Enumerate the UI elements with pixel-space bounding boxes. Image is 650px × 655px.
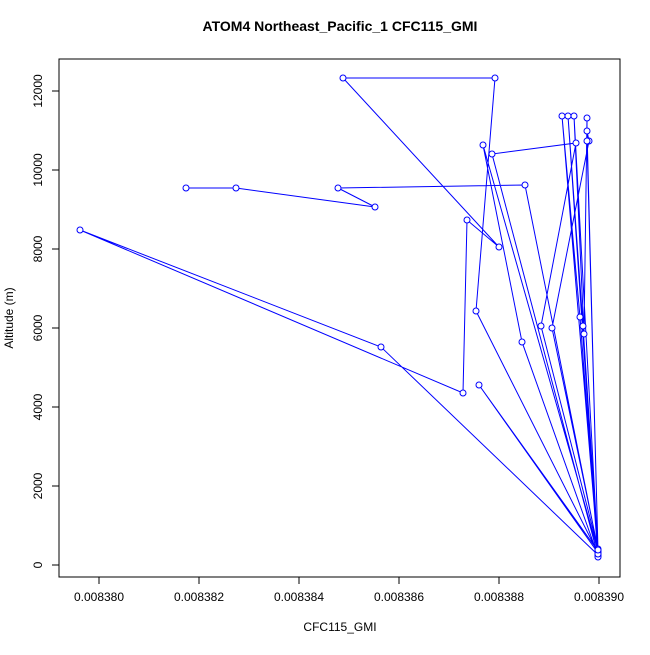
data-point [459,389,467,397]
data-point [537,322,545,330]
plot-frame [58,58,621,578]
x-tick-label: 0.008380 [74,590,124,604]
y-tick-label: 4000 [31,393,45,420]
data-point [548,324,556,332]
data-point [558,112,566,120]
y-tick-label: 12000 [31,74,45,108]
data-point [583,127,591,135]
chart-title: ATOM4 Northeast_Pacific_1 CFC115_GMI [203,18,478,34]
data-point [521,181,529,189]
data-point [479,141,487,149]
x-tick-label: 0.008386 [374,590,424,604]
x-axis-label: CFC115_GMI [303,620,376,634]
data-point [572,139,580,147]
data-point [488,150,496,158]
y-axis-label: Altitude (m) [2,287,16,348]
y-tick-label: 10000 [31,153,45,187]
data-point [472,307,480,315]
x-tick-label: 0.008388 [474,590,524,604]
y-tick-label: 6000 [31,314,45,341]
data-point [475,381,483,389]
data-point [339,74,347,82]
data-point [580,330,588,338]
data-point [371,203,379,211]
data-point [570,112,578,120]
data-point [594,546,602,554]
data-line [79,77,599,558]
y-tick-label: 8000 [31,235,45,262]
data-point [576,313,584,321]
x-tick-label: 0.008390 [574,590,624,604]
data-point [583,137,591,145]
data-point [495,243,503,251]
data-point [182,184,190,192]
x-tick-label: 0.008384 [274,590,324,604]
data-point [377,343,385,351]
data-point [583,114,591,122]
x-tick-label: 0.008382 [174,590,224,604]
data-point [334,184,342,192]
data-point [232,184,240,192]
data-point [564,112,572,120]
data-point [491,74,499,82]
data-point [518,338,526,346]
data-point [76,226,84,234]
data-point [463,216,471,224]
y-tick-label: 0 [31,561,45,568]
data-point [579,322,587,330]
y-tick-label: 2000 [31,472,45,499]
